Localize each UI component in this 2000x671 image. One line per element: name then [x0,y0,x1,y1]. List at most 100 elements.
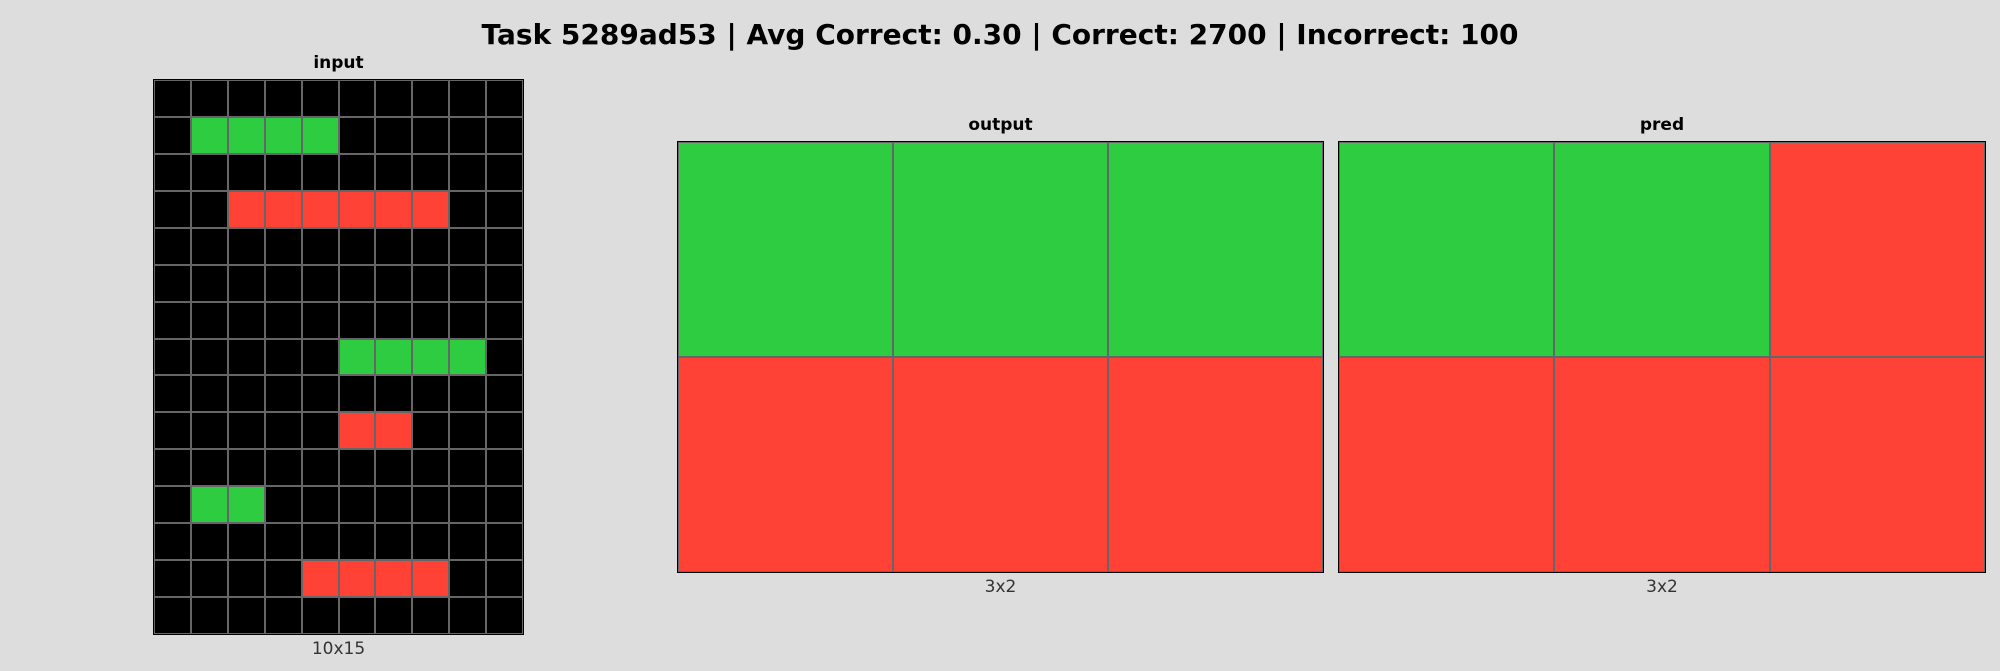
input-cell [486,597,523,634]
input-cell [154,560,191,598]
input-cell [190,301,228,339]
input-cell [264,449,302,487]
input-cell [375,449,413,487]
input-cell [227,80,265,117]
input-cell [154,116,191,154]
input-cell [486,264,523,302]
input-cell [227,486,265,524]
input-cell [449,338,487,376]
input-cell [375,227,413,265]
input-cell [190,486,228,524]
output-cell [893,142,1108,357]
input-cell [301,153,339,191]
input-cell [154,412,191,450]
input-cell [412,523,450,561]
input-cell [154,190,191,228]
input-cell [227,227,265,265]
output-cell [893,357,1108,572]
input-cell [301,597,339,634]
output-panel-title: output [968,115,1033,135]
input-cell [338,597,376,634]
input-cell [301,264,339,302]
pred-cell [1339,357,1555,572]
input-cell [486,560,523,598]
input-cell [154,486,191,524]
input-cell [190,449,228,487]
input-cell [338,80,376,117]
input-cell [227,190,265,228]
input-cell [190,227,228,265]
input-cell [375,523,413,561]
output-cell [678,142,893,357]
input-cell [190,264,228,302]
input-cell [264,264,302,302]
input-cell [486,153,523,191]
input-cell [449,227,487,265]
input-cell [301,80,339,117]
input-cell [412,153,450,191]
input-cell [338,301,376,339]
input-cell [264,116,302,154]
input-cell [227,560,265,598]
input-cell [301,338,339,376]
input-cell [375,338,413,376]
input-cell [264,301,302,339]
output-cell [678,357,893,572]
input-cell [449,486,487,524]
input-cell [264,523,302,561]
input-cell [449,80,487,117]
input-cell [449,301,487,339]
input-cell [486,80,523,117]
input-cell [449,116,487,154]
input-cell [412,338,450,376]
pred-cell [1339,142,1555,357]
input-cell [449,153,487,191]
input-cell [375,375,413,413]
input-cell [338,264,376,302]
pred-grid [1338,141,1986,573]
input-cell [375,116,413,154]
input-cell [190,190,228,228]
input-cell [154,264,191,302]
pred-cell [1769,357,1985,572]
input-cell [227,449,265,487]
input-cell [486,227,523,265]
input-cell [449,375,487,413]
output-cell [1108,357,1323,572]
input-cell [449,449,487,487]
input-cell [375,301,413,339]
pred-cell [1769,142,1985,357]
pred-cell [1554,357,1770,572]
input-cell [338,523,376,561]
output-dims-label: 3x2 [984,577,1017,597]
input-cell [375,486,413,524]
input-cell [264,227,302,265]
input-cell [190,375,228,413]
input-cell [375,560,413,598]
input-cell [227,375,265,413]
input-cell [227,597,265,634]
input-cell [338,412,376,450]
input-cell [190,597,228,634]
input-cell [190,116,228,154]
input-cell [264,412,302,450]
input-cell [154,338,191,376]
input-cell [264,560,302,598]
input-cell [486,523,523,561]
input-cell [338,375,376,413]
input-cell [449,597,487,634]
input-cell [154,449,191,487]
input-cell [227,412,265,450]
input-cell [412,227,450,265]
input-cell [486,486,523,524]
input-cell [338,560,376,598]
input-cell [338,338,376,376]
pred-cell [1554,142,1770,357]
input-cell [154,153,191,191]
input-cell [338,227,376,265]
input-cell [190,523,228,561]
input-cell [412,412,450,450]
input-cell [264,375,302,413]
input-cell [412,190,450,228]
pred-panel-title: pred [1639,115,1685,135]
